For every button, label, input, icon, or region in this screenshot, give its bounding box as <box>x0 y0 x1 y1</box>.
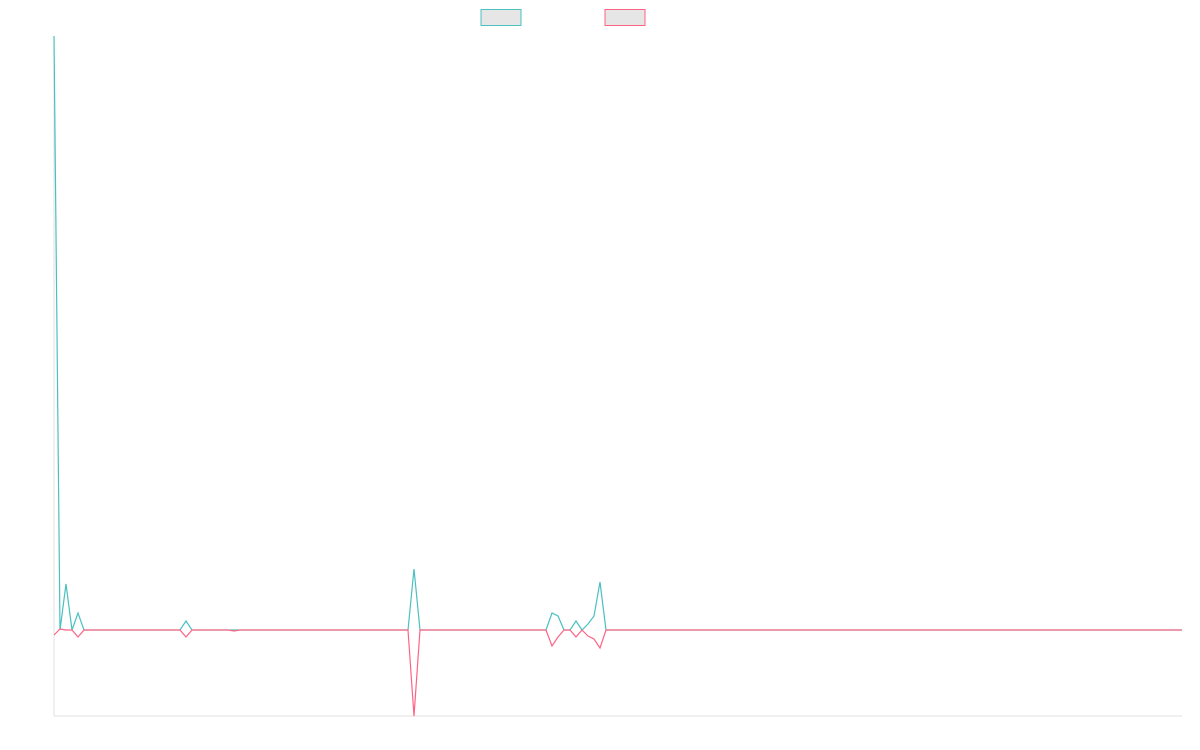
series-line <box>53 628 1182 717</box>
series-line <box>53 35 1182 631</box>
legend-swatch <box>604 9 646 26</box>
legend-swatch <box>480 9 522 26</box>
